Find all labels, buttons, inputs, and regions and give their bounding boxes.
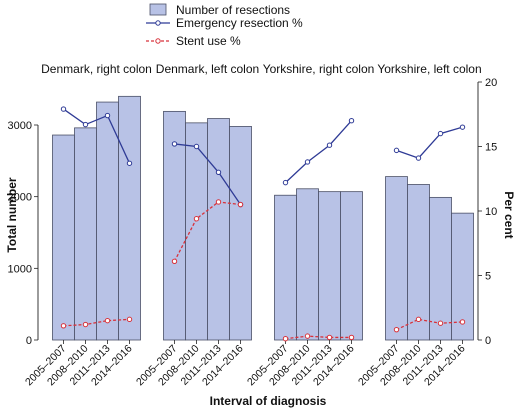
point-emergency (282, 179, 289, 186)
point-stent (126, 316, 133, 323)
point-stent (171, 258, 178, 265)
legend-label-resections: Number of resections (176, 3, 290, 17)
line-stent (63, 318, 130, 327)
point-emergency (348, 118, 355, 124)
line-emergency (396, 126, 463, 159)
bar-resections (318, 191, 341, 341)
point-emergency (393, 147, 400, 154)
bar-resections (52, 134, 75, 341)
point-stent (393, 326, 400, 333)
point-stent (304, 333, 311, 339)
y-tick-label-right: 5 (485, 271, 491, 283)
point-emergency (104, 112, 111, 119)
panel-title: Yorkshire, right colon (263, 62, 375, 76)
left-axis: 0 1000 2000 3000 (8, 120, 39, 347)
legend-label-stent: Stent use % (176, 34, 241, 48)
panel-title: Yorkshire, left colon (377, 62, 481, 76)
bar-resections (74, 127, 97, 341)
point-stent (326, 334, 333, 341)
point-stent (437, 320, 444, 326)
point-stent (348, 334, 355, 341)
legend: Number of resections Emergency resection… (146, 3, 303, 48)
right-axis: 0 5 10 15 20 (477, 77, 497, 347)
point-stent (237, 201, 244, 208)
legend-label-emergency: Emergency resection % (176, 16, 303, 30)
y-tick-label: 3000 (8, 120, 32, 132)
point-stent (60, 323, 67, 329)
bar-resections (207, 118, 230, 341)
point-emergency (415, 155, 422, 161)
panel-3: Yorkshire, right colon2005–20072008–2010… (245, 62, 374, 388)
y-tick-label: 2000 (8, 192, 32, 204)
point-emergency (437, 130, 444, 137)
legend-marker-emergency (155, 20, 161, 26)
panels: Denmark, right colon2005–20072008–201020… (23, 62, 482, 388)
point-emergency (459, 124, 466, 130)
bar-resections (118, 95, 141, 341)
y-tick-label-right: 15 (485, 142, 497, 154)
line-stent (173, 201, 241, 262)
y-axis-label-right: Per cent (502, 191, 516, 238)
y-tick-label-right: 20 (485, 77, 497, 89)
point-emergency (82, 121, 89, 128)
line-emergency (174, 143, 242, 205)
point-emergency (326, 142, 333, 148)
panel-1: Denmark, right colon2005–20072008–201020… (23, 62, 152, 388)
y-tick-label-right: 10 (485, 206, 497, 218)
line-emergency (285, 120, 352, 184)
point-emergency (60, 106, 67, 112)
legend-swatch-resections (149, 3, 167, 16)
y-axis-label-left: Total number (5, 177, 19, 252)
bar-resections (385, 176, 408, 341)
bar-resections (340, 191, 363, 341)
panel-title: Denmark, left colon (156, 62, 259, 76)
point-emergency (171, 141, 178, 147)
point-emergency (126, 160, 133, 166)
point-stent (282, 336, 289, 342)
point-stent (82, 321, 89, 328)
panel-title: Denmark, right colon (41, 62, 152, 76)
panel-2: Denmark, left colon2005–20072008–2010201… (134, 62, 259, 388)
y-tick-label-right: 0 (485, 335, 491, 347)
point-stent (415, 316, 422, 323)
point-stent (193, 216, 200, 222)
bar-resections (429, 196, 452, 341)
point-emergency (215, 169, 222, 176)
y-tick-label: 0 (26, 335, 32, 347)
bar-resections (96, 101, 119, 341)
point-emergency (304, 159, 311, 165)
legend-marker-stent (155, 38, 161, 44)
point-stent (459, 319, 466, 325)
bar-resections (274, 194, 297, 341)
panel-4: Yorkshire, left colon2005–20072008–20102… (356, 62, 482, 388)
bar-resections (229, 126, 252, 341)
point-stent (104, 317, 111, 324)
y-tick-label: 1000 (8, 263, 32, 275)
line-emergency (63, 108, 131, 164)
x-axis-label: Interval of diagnosis (210, 394, 327, 408)
line-stent (285, 335, 352, 340)
bar-resections (296, 188, 319, 341)
point-emergency (193, 143, 200, 150)
point-stent (215, 199, 222, 205)
line-stent (396, 318, 463, 331)
